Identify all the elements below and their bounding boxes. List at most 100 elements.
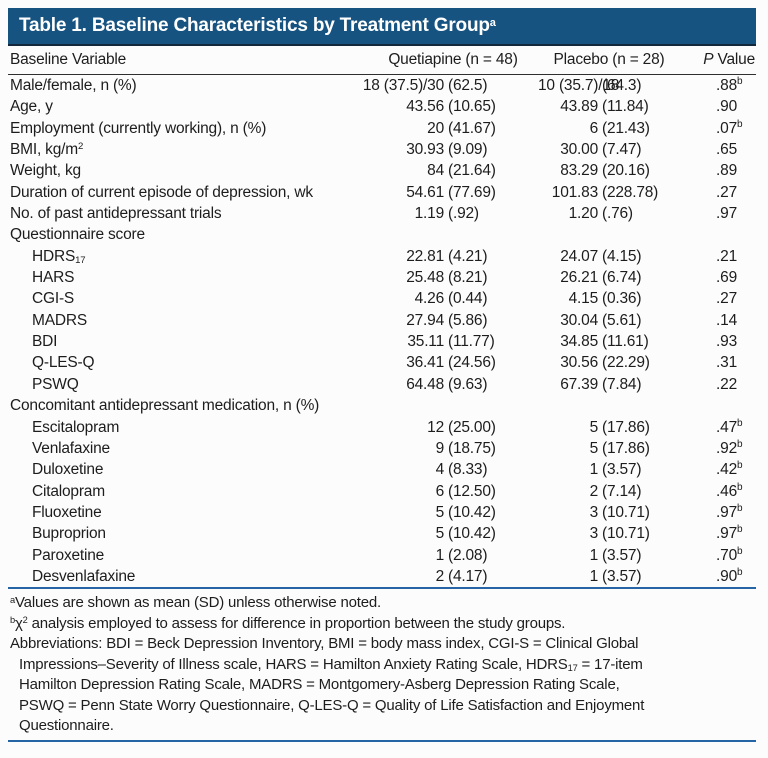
quetiapine-mean: 20 <box>427 119 444 137</box>
placebo-sd: (0.36) <box>602 290 642 308</box>
placebo-sd: (20.16) <box>602 162 650 180</box>
p-value-number: .47 <box>716 418 737 436</box>
placebo-sd: (22.29) <box>602 354 650 372</box>
placebo-mean: 2 <box>589 482 599 500</box>
placebo-value-cell: 43.89 (11.84) <box>538 96 676 117</box>
p-value-cell: .69 <box>676 267 756 288</box>
row-label: HDRS17 <box>32 247 86 266</box>
table-row: Buproprion 5 (10.42) 3 (10.71) .97 b <box>8 523 756 544</box>
placebo-value-cell <box>538 395 676 416</box>
placebo-mean: 83.29 <box>560 162 598 180</box>
quetiapine-mean: 5 <box>435 525 445 543</box>
table-row: Q-LES-Q 36.41 (24.56) 30.56 (22.29) .31 <box>8 352 756 373</box>
p-value-superscript <box>737 220 748 241</box>
quetiapine-sd: (8.21) <box>448 269 488 287</box>
placebo-value-cell: 30.56 (22.29) <box>538 352 676 373</box>
quetiapine-mean: 18 (37.5)/30 <box>362 77 444 94</box>
p-value-superscript <box>737 263 748 284</box>
p-value-superscript <box>737 156 748 177</box>
quetiapine-sd: (10.42) <box>448 525 496 543</box>
table-row: Escitalopram 12 (25.00) 5 (17.86) .47 b <box>8 417 756 438</box>
row-label: Q-LES-Q <box>32 354 95 372</box>
quetiapine-value-cell: 84 (21.64) <box>338 160 538 181</box>
row-label: Paroxetine <box>32 546 105 564</box>
quetiapine-mean: 1 <box>435 546 445 564</box>
table-row: Paroxetine 1 (2.08) 1 (3.57) .70 b <box>8 545 756 566</box>
placebo-sd: (17.86) <box>602 418 650 436</box>
quetiapine-sd: (.92) <box>448 205 479 223</box>
quetiapine-value-cell: 22.81 (4.21) <box>338 246 538 267</box>
placebo-sd: (.76) <box>602 205 633 223</box>
p-value-number: .93 <box>716 333 737 351</box>
placebo-value-cell: 30.00 (7.47) <box>538 139 676 160</box>
p-value-superscript <box>737 199 748 220</box>
quetiapine-value-cell <box>338 224 538 245</box>
row-label: Questionnaire score <box>10 226 145 244</box>
table-row: Desvenlafaxine 2 (4.17) 1 (3.57) .90 b <box>8 566 756 587</box>
placebo-mean: 101.83 <box>551 183 598 201</box>
quetiapine-mean: 27.94 <box>406 311 444 329</box>
placebo-sd: (21.43) <box>602 119 650 137</box>
placebo-mean: 30.04 <box>560 311 598 329</box>
placebo-mean: 4.15 <box>568 290 599 308</box>
placebo-sd <box>602 395 676 416</box>
footnote-abbreviations-line: Hamilton Depression Rating Scale, MADRS … <box>19 676 620 694</box>
p-value-superscript <box>737 242 748 263</box>
row-label: Age, y <box>10 98 53 116</box>
placebo-sd <box>602 224 676 245</box>
row-label: BDI <box>32 333 58 351</box>
quetiapine-sd: (41.67) <box>448 119 496 137</box>
placebo-sd: (11.61) <box>602 333 649 351</box>
quetiapine-value-cell: 35.11 (11.77) <box>338 331 538 352</box>
placebo-value-cell: 6 (21.43) <box>538 118 676 139</box>
p-value-superscript: b <box>737 438 743 450</box>
p-value-number: .70 <box>716 546 737 564</box>
table-row: Citalopram 6 (12.50) 2 (7.14) .46 b <box>8 481 756 502</box>
quetiapine-value-cell: 54.61 (77.69) <box>338 182 538 203</box>
footnote-b: bχ2 analysis employed to assess for diff… <box>10 614 566 632</box>
quetiapine-sd: (4.17) <box>448 567 488 585</box>
row-label: Male/female, n (%) <box>10 77 137 94</box>
placebo-mean: 1 <box>589 461 599 479</box>
row-label: PSWQ <box>32 375 79 393</box>
quetiapine-mean: 12 <box>427 418 444 436</box>
quetiapine-sd: (18.75) <box>448 439 496 457</box>
quetiapine-value-cell: 18 (37.5)/30 (62.5) <box>338 75 538 96</box>
placebo-value-cell: 3 (10.71) <box>538 523 676 544</box>
table-row: Concomitant antidepressant medication, n… <box>8 395 756 416</box>
placebo-sd: (4.15) <box>602 247 642 265</box>
placebo-sd: (7.47) <box>602 141 642 159</box>
quetiapine-mean: 4 <box>435 461 445 479</box>
quetiapine-value-cell: 9 (18.75) <box>338 438 538 459</box>
quetiapine-mean: 4.26 <box>414 290 445 308</box>
quetiapine-mean: 43.56 <box>406 98 444 116</box>
p-value-number: .27 <box>716 183 737 201</box>
row-label: Employment (currently working), n (%) <box>10 119 267 137</box>
p-value-number: .88 <box>716 77 737 94</box>
p-value-cell: .88 b <box>676 75 756 96</box>
page-bottom-divider <box>8 739 756 742</box>
p-value-cell: .97 b <box>676 502 756 523</box>
quetiapine-value-cell: 1 (2.08) <box>338 545 538 566</box>
p-value-number: .90 <box>716 567 737 585</box>
quetiapine-sd: (77.69) <box>448 183 496 201</box>
p-value-superscript <box>737 284 748 305</box>
quetiapine-value-cell: 43.56 (10.65) <box>338 96 538 117</box>
table-row: Venlafaxine 9 (18.75) 5 (17.86) .92 b <box>8 438 756 459</box>
placebo-value-cell: 1 (3.57) <box>538 566 676 587</box>
p-value-number: .14 <box>716 311 737 329</box>
quetiapine-value-cell: 2 (4.17) <box>338 566 538 587</box>
placebo-mean: 5 <box>589 439 599 457</box>
placebo-value-cell: 83.29 (20.16) <box>538 160 676 181</box>
p-value-cell: .31 <box>676 352 756 373</box>
p-value-superscript <box>737 348 748 369</box>
row-label: Concomitant antidepressant medication, n… <box>10 397 320 415</box>
placebo-sd: (11.84) <box>602 98 649 116</box>
placebo-mean: 30.00 <box>560 141 598 159</box>
table-row: Fluoxetine 5 (10.42) 3 (10.71) .97 b <box>8 502 756 523</box>
p-value-cell: .92 b <box>676 438 756 459</box>
p-value-superscript <box>737 327 748 348</box>
placebo-sd: (64.3) <box>602 77 642 94</box>
table-title-bar: Table 1. Baseline Characteristics by Tre… <box>8 8 756 46</box>
placebo-sd: (10.71) <box>602 503 650 521</box>
